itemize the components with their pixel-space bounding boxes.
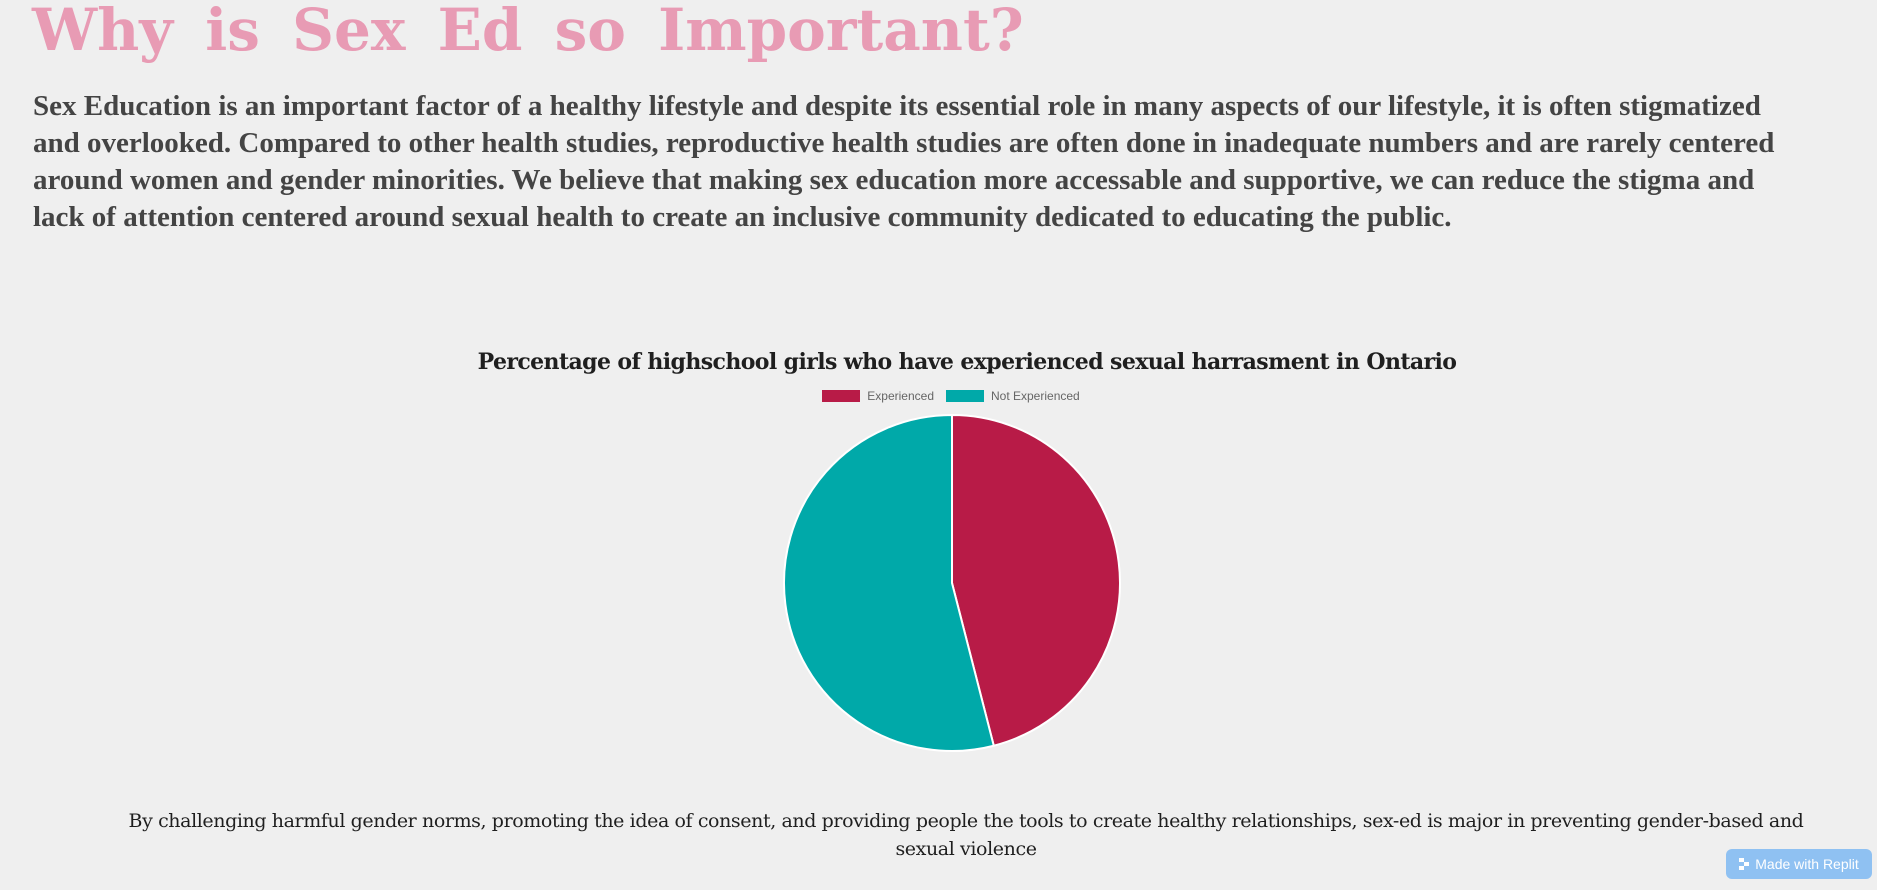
legend-item-experienced[interactable]: Experienced [822, 389, 934, 403]
closing-paragraph: By challenging harmful gender norms, pro… [128, 810, 1804, 860]
legend-swatch-not-experienced [946, 390, 984, 402]
pie-chart [783, 413, 1121, 752]
made-with-replit-badge[interactable]: Made with Replit [1726, 849, 1872, 879]
legend-swatch-experienced [822, 390, 861, 402]
replit-icon [1739, 858, 1750, 870]
replit-badge-label: Made with Replit [1755, 856, 1859, 872]
legend-label-experienced: Experienced [867, 389, 934, 403]
legend-item-not-experienced[interactable]: Not Experienced [946, 389, 1080, 403]
pie-slice-not-experienced[interactable] [783, 413, 995, 752]
pie-slices [783, 413, 1121, 752]
pie-slice-experienced[interactable] [951, 413, 1121, 747]
legend-label-not-experienced: Not Experienced [991, 389, 1080, 403]
chart-legend: Experienced Not Experienced [0, 389, 1877, 403]
page-title: Why is Sex Ed so Important? [32, 0, 1024, 64]
intro-paragraph: Sex Education is an important factor of … [33, 90, 1775, 233]
chart-title: Percentage of highschool girls who have … [477, 349, 1457, 375]
